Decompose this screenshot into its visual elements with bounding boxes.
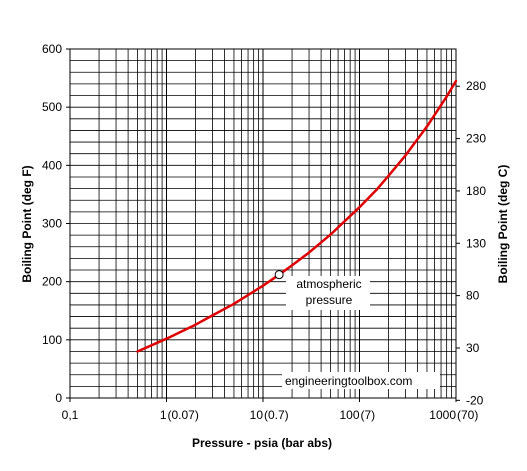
y-tick-label: 400 <box>42 158 62 172</box>
data-point <box>358 206 361 209</box>
y2-tick-label: 130 <box>466 236 486 250</box>
data-point <box>375 188 378 191</box>
y2-tick-label: 180 <box>466 184 486 198</box>
x-tick-label: 10 <box>250 408 264 422</box>
watermark-text: engineeringtoolbox.com <box>285 374 412 388</box>
data-point <box>307 251 311 254</box>
data-point <box>290 264 294 267</box>
x-tick-sublabel: (70) <box>457 408 478 422</box>
boiling-curve-line <box>136 80 458 353</box>
x-tick-sublabel: (7) <box>361 408 376 422</box>
x-tick-label: 0,1 <box>62 408 79 422</box>
watermark-background <box>282 372 440 389</box>
grid-lines <box>69 49 456 398</box>
y2-tick-label: 280 <box>466 79 486 93</box>
y-tick-label: 500 <box>42 100 62 114</box>
y-axis-title-left: Boiling Point (deg F) <box>20 165 34 282</box>
data-point <box>404 154 407 157</box>
x-tick-label: 100 <box>339 408 359 422</box>
data-point <box>232 302 236 305</box>
atmospheric-label-background <box>286 276 370 310</box>
y-axis-title-right: Boiling Point (deg C) <box>496 165 510 284</box>
x-tick-sublabel: (0.07) <box>168 408 199 422</box>
data-points <box>136 79 458 353</box>
y-tick-label: 0 <box>55 391 62 405</box>
data-point <box>136 350 139 353</box>
y-tick-label: 200 <box>42 275 62 289</box>
y-tick-label: 600 <box>42 42 62 56</box>
data-point <box>454 79 458 83</box>
data-point <box>329 233 332 236</box>
data-point <box>194 323 197 326</box>
axis-ticks: 0 100 200 300 400 500 600 -20 30 80 130 180 230 280 0,… <box>42 42 486 422</box>
data-point <box>387 174 390 178</box>
data-point <box>425 125 429 128</box>
x-tick-label: 1000 <box>429 408 456 422</box>
atmospheric-pressure-marker <box>274 270 284 280</box>
atmospheric-label-line2: pressure <box>306 293 353 307</box>
data-point <box>165 337 168 340</box>
y2-tick-label: 30 <box>466 341 480 355</box>
data-point <box>445 95 448 98</box>
x-tick-sublabel: (0.7) <box>264 408 289 422</box>
y-tick-label: 100 <box>42 333 62 347</box>
x-tick-label: 1 <box>160 408 167 422</box>
y2-tick-label: -20 <box>466 393 484 407</box>
y2-tick-label: 80 <box>466 289 480 303</box>
y2-tick-label: 230 <box>466 132 486 146</box>
x-axis-title: Pressure - psia (bar abs) <box>192 436 332 450</box>
y-tick-label: 300 <box>42 217 62 231</box>
data-point <box>261 284 265 287</box>
atmospheric-label-line1: atmospheric <box>296 277 361 291</box>
data-point <box>211 314 214 317</box>
